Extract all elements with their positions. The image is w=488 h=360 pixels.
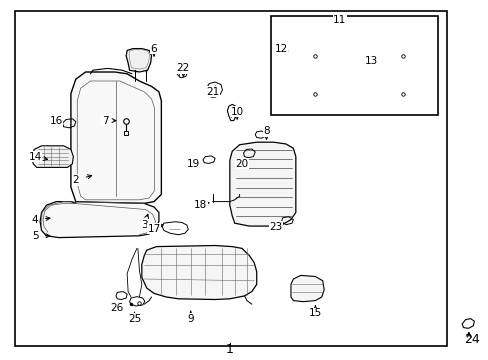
Text: 14: 14: [28, 152, 42, 162]
Text: 23: 23: [269, 222, 283, 232]
Text: 11: 11: [332, 15, 346, 25]
Polygon shape: [71, 72, 161, 203]
Text: 7: 7: [102, 116, 108, 126]
Text: 10: 10: [230, 107, 243, 117]
Text: 24: 24: [463, 333, 479, 346]
Text: 15: 15: [308, 308, 322, 318]
Text: 16: 16: [49, 116, 63, 126]
Bar: [15, 11, 447, 346]
Polygon shape: [40, 202, 159, 238]
Text: 6: 6: [150, 44, 157, 54]
Text: 8: 8: [263, 126, 269, 136]
Polygon shape: [229, 142, 295, 226]
Polygon shape: [126, 49, 151, 72]
Text: 13: 13: [364, 56, 378, 66]
Bar: [271, 16, 437, 115]
Text: 17: 17: [147, 224, 161, 234]
Text: 12: 12: [274, 44, 287, 54]
Polygon shape: [142, 246, 256, 300]
Text: 22: 22: [176, 63, 190, 73]
Text: 18: 18: [193, 200, 207, 210]
Text: 25: 25: [127, 314, 141, 324]
Text: 1: 1: [225, 343, 233, 356]
Text: 4: 4: [32, 215, 39, 225]
Text: 21: 21: [205, 87, 219, 97]
Text: 5: 5: [32, 231, 39, 241]
Polygon shape: [32, 146, 73, 167]
Text: 9: 9: [187, 314, 194, 324]
Polygon shape: [290, 275, 324, 302]
Text: 3: 3: [141, 220, 147, 230]
Text: 26: 26: [110, 303, 124, 313]
Text: 20: 20: [235, 159, 248, 169]
Text: 2: 2: [72, 175, 79, 185]
Text: 19: 19: [186, 159, 200, 169]
